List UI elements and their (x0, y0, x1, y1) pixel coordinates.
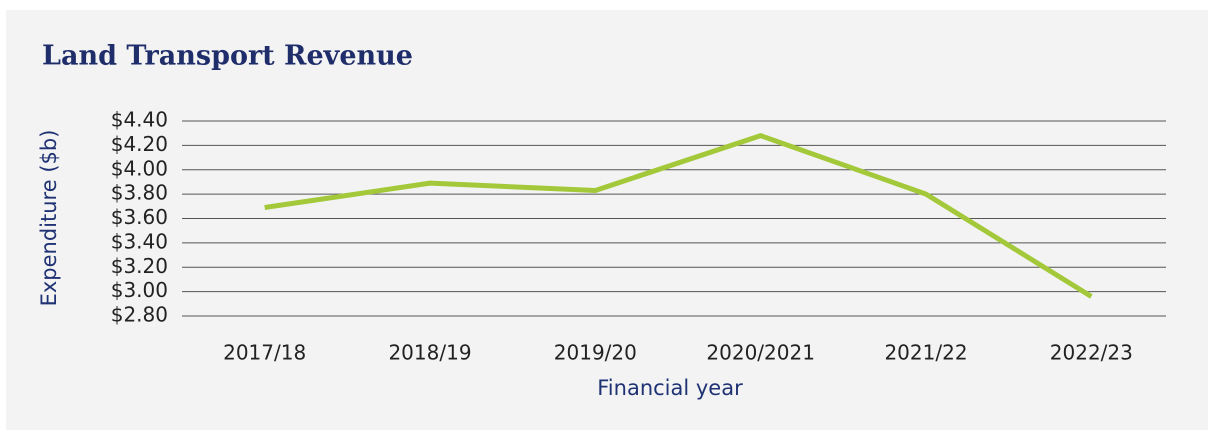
panel (6, 10, 1208, 430)
x-tick-label: 2018/19 (388, 341, 471, 365)
line-series (264, 133, 1093, 299)
y-tick-label: $2.80 (111, 303, 168, 327)
y-axis-label: Expenditure ($b) (37, 130, 61, 307)
y-tick-label: $3.80 (111, 181, 168, 205)
chart-title: Land Transport Revenue (42, 41, 413, 72)
y-tick-label: $4.40 (111, 108, 168, 132)
y-tick-label: $4.00 (111, 156, 168, 180)
x-tick-label: 2021/22 (884, 341, 967, 365)
x-tick-label: 2022/23 (1050, 341, 1133, 365)
x-tick-label: 2020/2021 (706, 341, 815, 365)
y-tick-label: $3.40 (111, 229, 168, 253)
x-tick-label: 2019/20 (554, 341, 637, 365)
x-tick-label: 2017/18 (223, 341, 306, 365)
y-tick-label: $3.60 (111, 205, 168, 229)
x-axis-label: Financial year (597, 376, 743, 400)
y-tick-label: $3.00 (111, 278, 168, 302)
y-tick-label: $4.20 (111, 132, 168, 156)
y-tick-label: $3.20 (111, 254, 168, 278)
